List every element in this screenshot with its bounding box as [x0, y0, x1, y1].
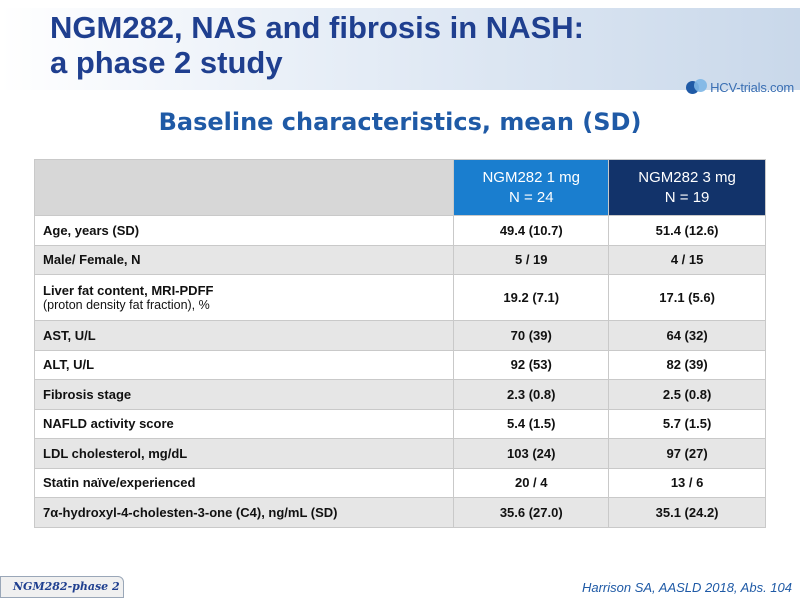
header-3mg-line-1: NGM282 3 mg: [638, 168, 736, 186]
table-row: Liver fat content, MRI-PDFF (proton dens…: [33, 274, 766, 321]
header-1mg-line-2: N = 24: [508, 188, 554, 206]
row-label: Statin naïve/experienced: [33, 467, 455, 498]
logo-text: HCV-trials.com: [710, 79, 794, 95]
table-subtitle: Baseline characteristics, mean (SD): [158, 108, 642, 136]
header-empty-cell: [33, 159, 455, 216]
row-value-1mg: 5.4 (1.5): [453, 408, 610, 439]
row-value-1mg: 2.3 (0.8): [453, 379, 610, 410]
row-value-1mg: 19.2 (7.1): [453, 274, 610, 321]
row-value-1mg: 70 (39): [453, 320, 610, 351]
hcv-trials-logo-icon: [686, 79, 708, 95]
baseline-table: NGM282 1 mg N = 24 NGM282 3 mg N = 19 Ag…: [33, 159, 766, 528]
table-row: Male/ Female, N 5 / 19 4 / 15: [33, 244, 766, 275]
row-value-1mg: 5 / 19: [453, 244, 610, 275]
row-label: AST, U/L: [33, 320, 455, 351]
citation: Harrison SA, AASLD 2018, Abs. 104: [581, 580, 792, 595]
row-value-3mg: 82 (39): [608, 349, 766, 380]
row-label: LDL cholesterol, mg/dL: [33, 438, 455, 469]
row-value-3mg: 17.1 (5.6): [608, 274, 766, 321]
table-row: LDL cholesterol, mg/dL 103 (24) 97 (27): [33, 438, 766, 469]
slide-title-line-1: NGM282, NAS and fibrosis in NASH:: [50, 10, 584, 45]
header-3mg-line-2: N = 19: [664, 188, 710, 206]
row-label: Fibrosis stage: [33, 379, 455, 410]
row-label-cell: Liver fat content, MRI-PDFF (proton dens…: [33, 274, 455, 321]
row-value-3mg: 2.5 (0.8): [608, 379, 766, 410]
row-value-1mg: 92 (53): [453, 349, 610, 380]
row-value-3mg: 5.7 (1.5): [608, 408, 766, 439]
row-label: Male/ Female, N: [33, 244, 455, 275]
row-label: NAFLD activity score: [33, 408, 455, 439]
row-sublabel: (proton density fat fraction), %: [43, 298, 210, 312]
row-value-1mg: 35.6 (27.0): [453, 497, 610, 528]
row-value-3mg: 35.1 (24.2): [608, 497, 766, 528]
study-tag: NGM282-phase 2: [0, 576, 124, 598]
title-bar: [0, 8, 800, 90]
row-value-3mg: 13 / 6: [608, 467, 766, 498]
row-label: ALT, U/L: [33, 349, 455, 380]
table-header-row: NGM282 1 mg N = 24 NGM282 3 mg N = 19: [33, 159, 766, 216]
row-value-3mg: 97 (27): [608, 438, 766, 469]
table-row: 7α-hydroxyl-4-cholesten-3-one (C4), ng/m…: [33, 497, 766, 528]
slide-title: NGM282, NAS and fibrosis in NASH: a phas…: [50, 10, 710, 80]
table-row: Statin naïve/experienced 20 / 4 13 / 6: [33, 467, 766, 498]
header-ngm282-1mg: NGM282 1 mg N = 24: [453, 159, 610, 216]
header-ngm282-3mg: NGM282 3 mg N = 19: [608, 159, 766, 216]
row-label: Age, years (SD): [33, 215, 455, 246]
row-value-3mg: 64 (32): [608, 320, 766, 351]
header-1mg-line-1: NGM282 1 mg: [482, 168, 581, 186]
row-value-1mg: 103 (24): [453, 438, 610, 469]
row-label: Liver fat content, MRI-PDFF: [43, 283, 214, 298]
table-row: AST, U/L 70 (39) 64 (32): [33, 320, 766, 351]
table-row: Fibrosis stage 2.3 (0.8) 2.5 (0.8): [33, 379, 766, 410]
row-value-1mg: 49.4 (10.7): [453, 215, 610, 246]
row-value-3mg: 4 / 15: [608, 244, 766, 275]
slide-title-line-2: a phase 2 study: [50, 45, 283, 80]
hcv-trials-logo: HCV-trials.com: [686, 76, 794, 98]
table-row: NAFLD activity score 5.4 (1.5) 5.7 (1.5): [33, 408, 766, 439]
row-value-3mg: 51.4 (12.6): [608, 215, 766, 246]
table-row: Age, years (SD) 49.4 (10.7) 51.4 (12.6): [33, 215, 766, 246]
table-row: ALT, U/L 92 (53) 82 (39): [33, 349, 766, 380]
row-value-1mg: 20 / 4: [453, 467, 610, 498]
row-label: 7α-hydroxyl-4-cholesten-3-one (C4), ng/m…: [33, 497, 455, 528]
